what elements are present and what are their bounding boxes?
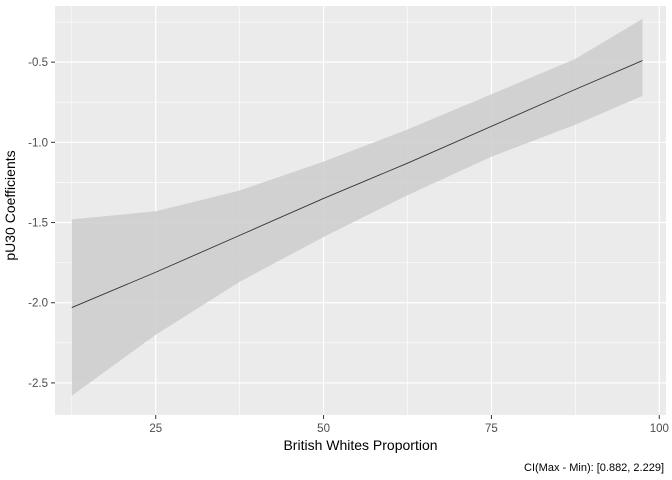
y-tick-label: -0.5	[28, 57, 48, 69]
y-tick-label: -1.5	[28, 218, 48, 230]
y-tick-label: -1.0	[28, 137, 48, 149]
x-axis-title: British Whites Proportion	[283, 437, 437, 453]
x-tick-label: 100	[650, 423, 669, 435]
x-tick-label: 25	[149, 423, 162, 435]
y-tick-label: -2.0	[28, 298, 48, 310]
confidence-ribbon	[71, 18, 643, 396]
y-axis-ticks: -2.5 -2.0 -1.5 -1.0 -0.5	[28, 57, 55, 390]
x-tick-label: 50	[317, 423, 330, 435]
y-tick-label: -2.5	[28, 378, 48, 390]
fit-line	[71, 60, 643, 308]
x-axis-ticks: 25 50 75 100	[149, 415, 669, 435]
x-tick-label: 75	[485, 423, 498, 435]
y-axis-title: pU30 Coefficients	[2, 150, 18, 260]
ci-caption: CI(Max - Min): [0.882, 2.229]	[524, 462, 664, 474]
